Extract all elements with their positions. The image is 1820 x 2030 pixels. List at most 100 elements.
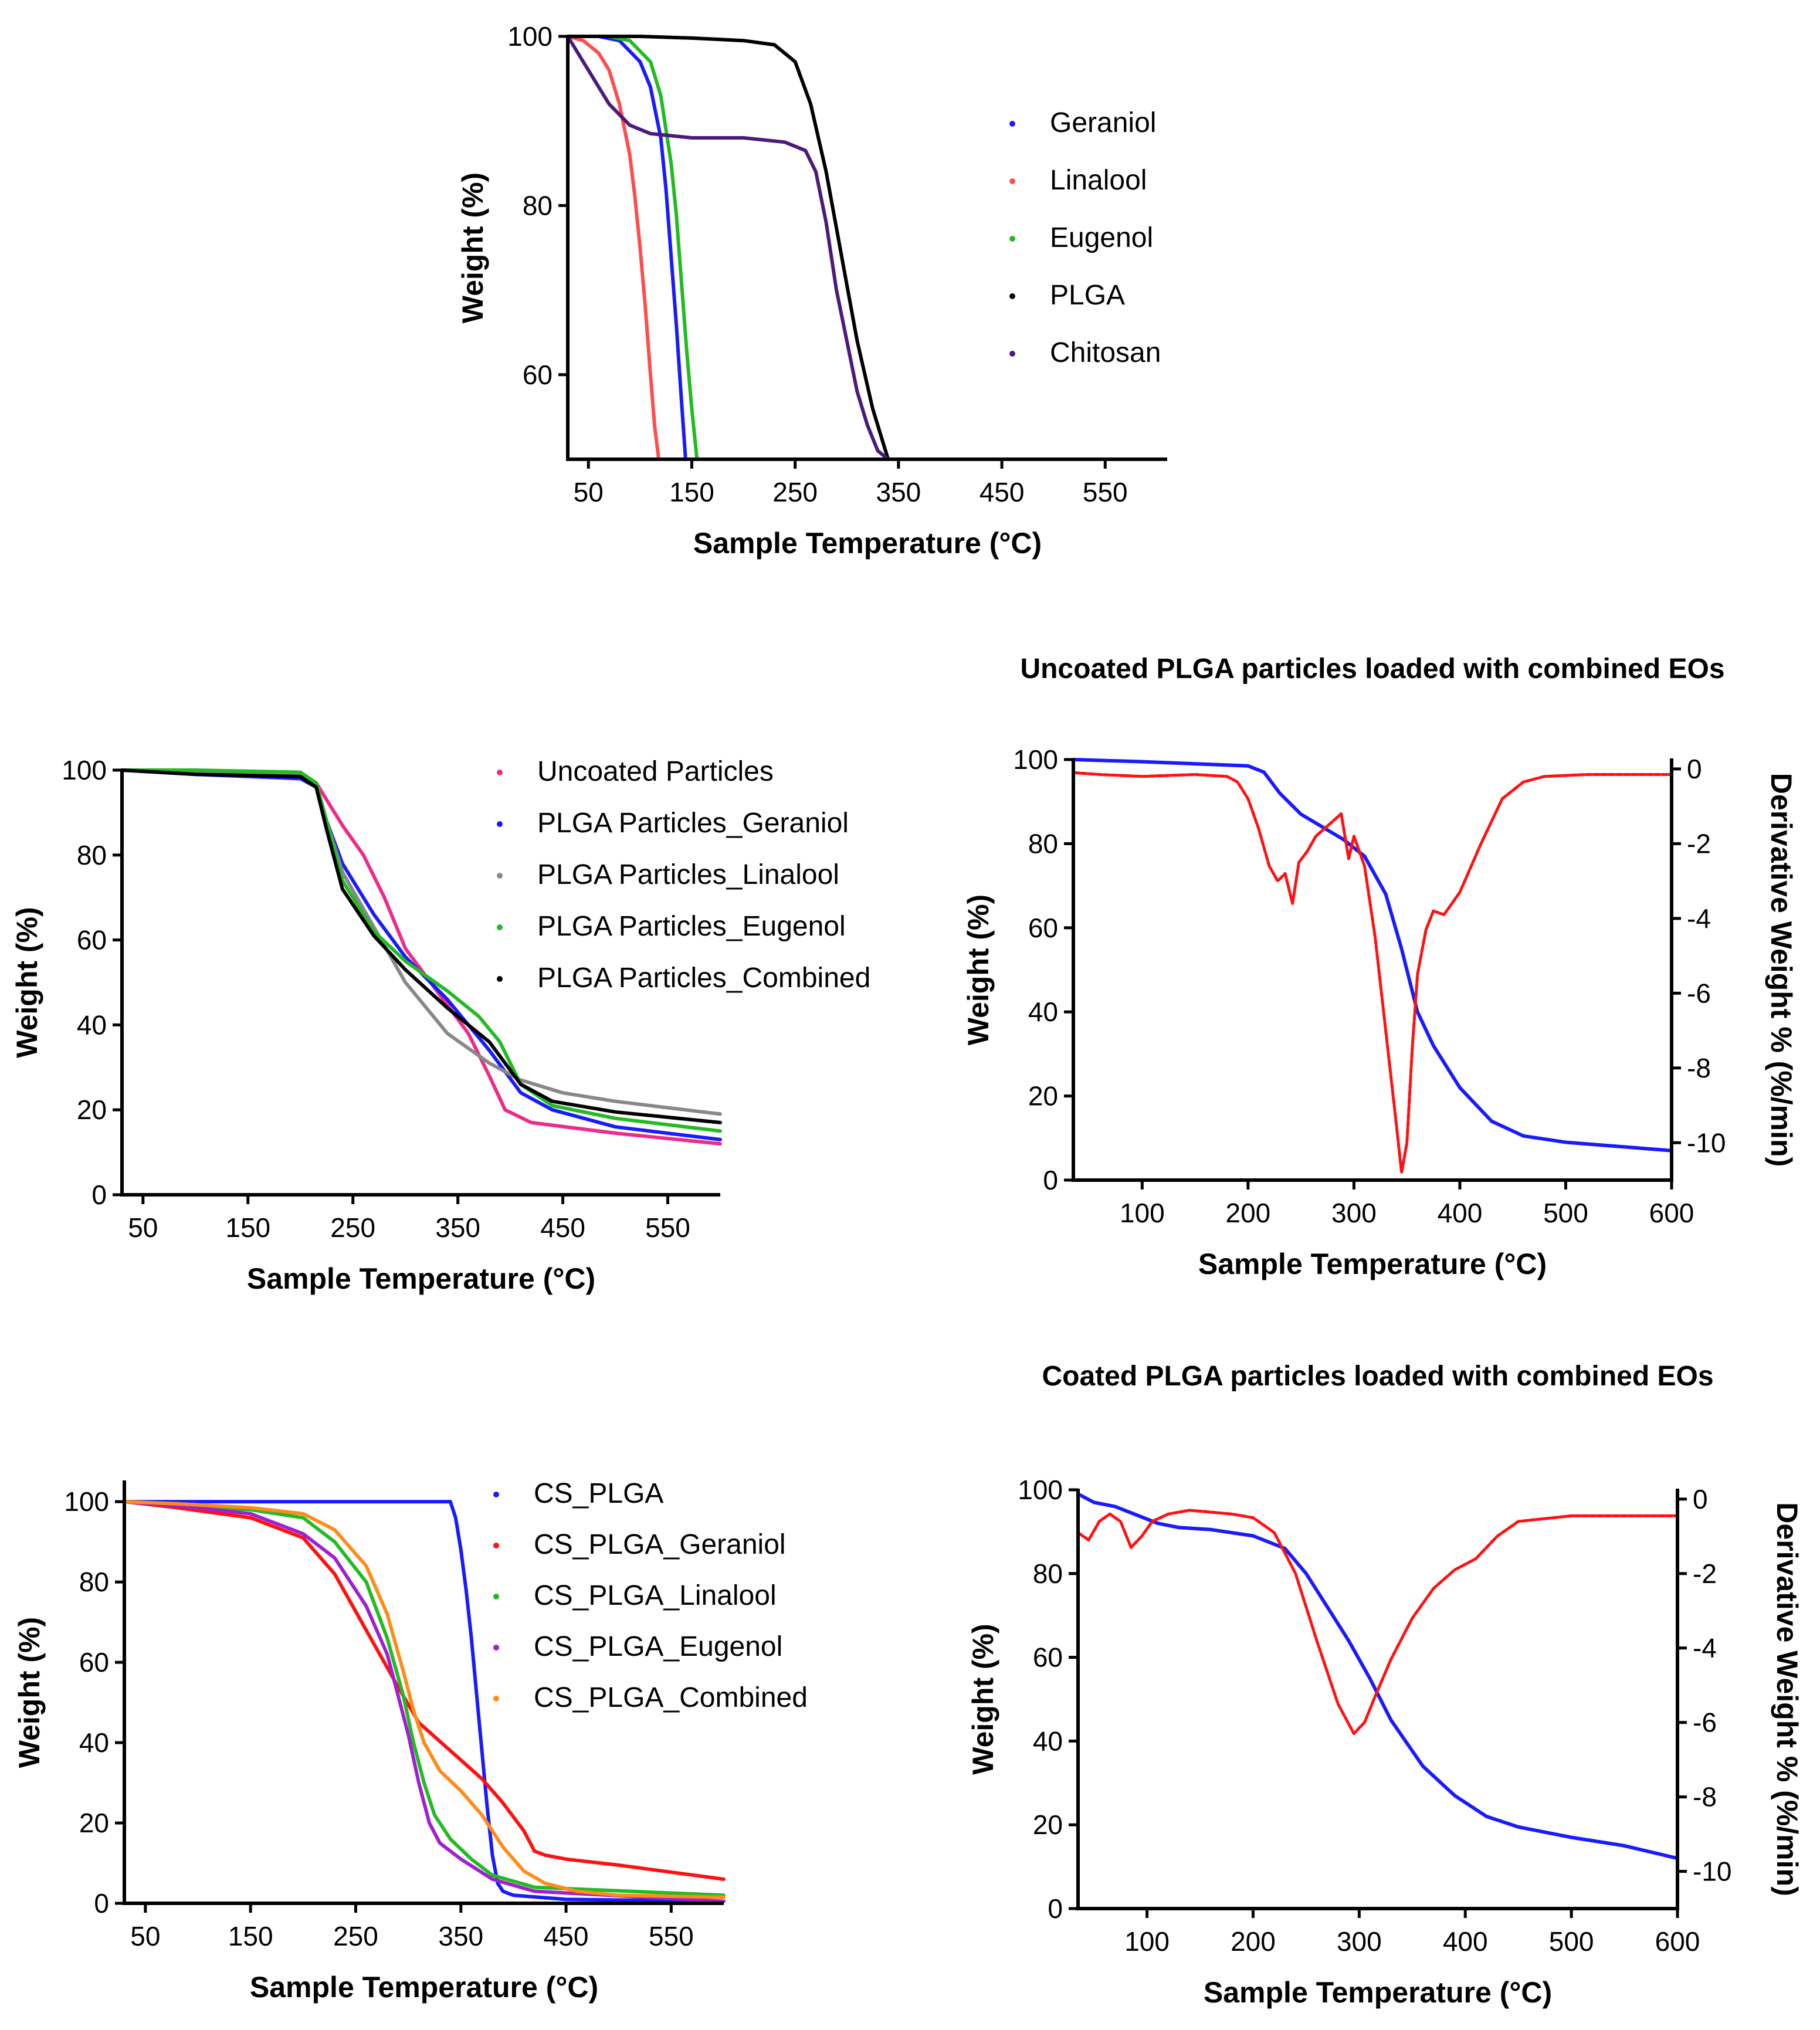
x-tick-label: 550 <box>649 1921 694 1951</box>
y-right-tick-label: -6 <box>1687 978 1711 1008</box>
y-tick-label: 20 <box>1028 1081 1058 1111</box>
x-axis-label: Sample Temperature (°C) <box>1198 1248 1547 1280</box>
x-axis-label: Sample Temperature (°C) <box>250 1971 598 2004</box>
x-tick-label: 450 <box>980 477 1025 507</box>
y-axis-label: Weight (%) <box>962 894 995 1045</box>
series-line-chitosan <box>566 35 890 461</box>
y-tick-label: 0 <box>94 1888 109 1919</box>
x-tick-label: 100 <box>1120 1198 1165 1228</box>
series-line-derivative <box>1072 771 1673 1174</box>
legend-label: PLGA Particles_Geraniol <box>537 808 849 839</box>
series-line-cs-plga-geraniol <box>123 1500 726 1881</box>
y-tick-label: 0 <box>91 1180 107 1210</box>
y-tick-label: 40 <box>79 1727 109 1758</box>
y-right-tick-label: -10 <box>1693 1856 1731 1887</box>
series-line-cs-plga-eugenol <box>123 1500 726 1903</box>
y-right-tick-label: -8 <box>1687 1053 1711 1083</box>
legend-marker <box>493 1543 499 1548</box>
x-tick-label: 550 <box>1083 477 1128 507</box>
series-line-plga <box>566 35 890 461</box>
x-axis-label: Sample Temperature (°C) <box>693 527 1042 560</box>
y-tick-label: 80 <box>79 1567 109 1597</box>
legend-label: PLGA <box>1050 280 1125 311</box>
y-tick-label: 60 <box>523 360 553 390</box>
y-tick-label: 100 <box>62 755 107 785</box>
legend-marker <box>493 1594 499 1599</box>
legend-marker <box>1009 121 1015 127</box>
y-tick-label: 60 <box>77 925 107 955</box>
chart-dtg_coated: 100 200 300 400 500 600 0 20 40 60 80 100 0 -2 -4 -6 -8 -… <box>967 1361 1804 2009</box>
series-line-linalool <box>566 35 661 461</box>
x-tick-label: 150 <box>669 477 714 507</box>
legend-marker <box>497 821 503 827</box>
y-tick-label: 60 <box>1028 913 1058 943</box>
x-tick-label: 250 <box>333 1921 378 1951</box>
x-tick-label: 300 <box>1337 1926 1382 1957</box>
y-right-tick-label: -4 <box>1687 903 1711 934</box>
legend-label: CS_PLGA_Geraniol <box>534 1529 786 1560</box>
legend-label: CS_PLGA_Linalool <box>534 1580 777 1611</box>
legend-label: CS_PLGA_Eugenol <box>534 1631 782 1662</box>
chart-dtg_uncoated: 100 200 300 400 500 600 0 20 40 60 80 100 0 -2 -4 -6 -8 -… <box>962 653 1798 1280</box>
y-right-tick-label: -10 <box>1687 1127 1726 1158</box>
y-axis-label: Weight (%) <box>967 1624 999 1774</box>
x-tick-label: 500 <box>1549 1926 1594 1957</box>
legend-label: Geraniol <box>1050 107 1156 138</box>
y-axis-label-right: Derivative Weight % (%/min) <box>1765 773 1798 1167</box>
legend-label: PLGA Particles_Eugenol <box>537 911 846 942</box>
y-tick-label: 80 <box>1028 828 1058 859</box>
series-line-geraniol <box>566 35 687 461</box>
series-line-plga-particles-eugenol <box>120 768 722 1133</box>
x-tick-label: 450 <box>544 1921 589 1951</box>
x-tick-label: 150 <box>228 1921 273 1951</box>
y-right-tick-label: 0 <box>1687 754 1702 784</box>
legend: Geraniol Linalool Eugenol PLGA Chitosan <box>1009 107 1161 368</box>
y-tick-label: 40 <box>1033 1726 1063 1756</box>
x-tick-label: 550 <box>645 1212 690 1243</box>
series-line-weight <box>1076 1492 1679 1860</box>
y-axis-label: Weight (%) <box>11 907 43 1058</box>
x-axis-label: Sample Temperature (°C) <box>1204 1976 1552 2009</box>
legend-label: Uncoated Particles <box>537 756 774 787</box>
y-tick-label: 0 <box>1043 1165 1058 1195</box>
legend-label: PLGA Particles_Linalool <box>537 859 839 890</box>
x-tick-label: 200 <box>1226 1198 1271 1228</box>
y-tick-label: 100 <box>1013 744 1058 775</box>
legend: Uncoated Particles PLGA Particles_Geranio… <box>497 756 870 994</box>
y-tick-label: 80 <box>523 190 553 221</box>
x-tick-label: 600 <box>1649 1198 1694 1228</box>
legend-marker <box>497 873 503 879</box>
legend-label: Chitosan <box>1050 337 1161 368</box>
chart-title: Uncoated PLGA particles loaded with comb… <box>1020 653 1724 684</box>
x-tick-label: 250 <box>330 1212 375 1243</box>
series-line-derivative <box>1076 1509 1679 1736</box>
series-line-cs-plga-combined <box>123 1500 726 1899</box>
x-tick-label: 150 <box>225 1212 270 1243</box>
y-tick-label: 40 <box>77 1009 107 1040</box>
x-tick-label: 600 <box>1655 1926 1700 1957</box>
x-tick-label: 350 <box>435 1212 480 1243</box>
y-tick-label: 60 <box>1033 1642 1063 1673</box>
y-right-tick-label: 0 <box>1693 1484 1708 1514</box>
legend-marker <box>497 924 503 930</box>
legend: CS_PLGA CS_PLGA_Geraniol CS_PLGA_Linalool C… <box>493 1478 808 1713</box>
legend-marker <box>493 1492 499 1497</box>
x-tick-label: 300 <box>1331 1198 1377 1228</box>
y-right-tick-label: -8 <box>1693 1782 1717 1812</box>
chart-coated: 50 150 250 350 450 550 0 20 40 60 80 100 Sample Temp… <box>13 1478 808 2004</box>
chart-pure: 50 150 250 350 450 550 60 80 100 Sample Temperatu… <box>456 21 1167 560</box>
x-tick-label: 250 <box>772 477 818 507</box>
x-tick-label: 350 <box>438 1921 483 1951</box>
series-line-cs-plga-linalool <box>123 1500 726 1897</box>
y-tick-label: 80 <box>77 840 107 870</box>
legend-marker <box>1009 236 1015 242</box>
x-tick-label: 400 <box>1438 1198 1483 1228</box>
y-tick-label: 100 <box>1018 1475 1063 1505</box>
series-line-eugenol <box>566 35 699 461</box>
y-axis-label-right: Derivative Weight % (%/min) <box>1771 1502 1804 1896</box>
y-axis-label: Weight (%) <box>13 1617 46 1768</box>
legend-marker <box>493 1696 499 1702</box>
x-tick-label: 350 <box>876 477 921 507</box>
chart-title: Coated PLGA particles loaded with combin… <box>1042 1361 1713 1392</box>
